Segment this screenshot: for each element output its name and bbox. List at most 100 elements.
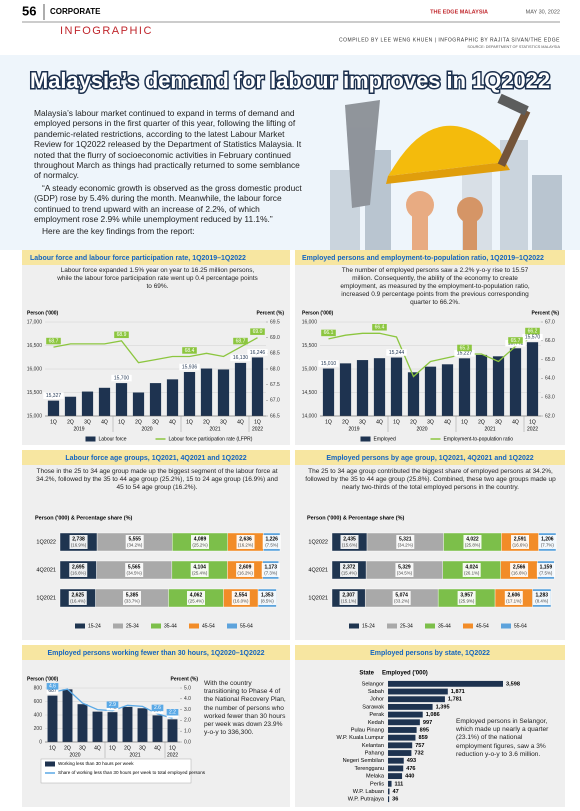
bar [388,765,404,772]
data-label: 68.4 [185,348,195,354]
chart-title: Employed persons by age group, 1Q2021, 4… [326,455,533,462]
column-header: State [359,671,374,677]
label-bg [191,535,210,549]
legend-box [40,758,192,784]
bar [492,356,505,416]
bar [458,358,471,416]
x-group-label: 2022 [167,752,178,758]
category-label: Melaka [366,774,385,780]
data-label: 1,871 [451,689,465,695]
data-label: 68.7 [236,338,246,344]
data-label: 4,104 [193,564,206,570]
label-bg [522,333,543,341]
share-label: (26.1%) [464,571,480,576]
label-bg [525,327,540,335]
data-label: 15,700 [114,375,130,381]
bar [388,680,503,687]
share-label: (16.0%) [233,599,249,604]
data-label: 5,555 [128,536,141,542]
bar [132,392,145,416]
legend-swatch [463,623,473,629]
bar [388,773,403,780]
category-label: Pahang [365,751,384,757]
x-tick-label: 2Q [478,419,485,425]
share-label: (17.1%) [506,599,522,604]
label-bg [46,683,59,690]
x-tick-label: 4Q [101,419,108,425]
y2-tick-label: 5.0 [184,685,191,691]
data-label: 2,738 [72,536,85,542]
data-label: 68.9 [117,332,127,338]
y2-tick-label: 68.5 [270,351,280,357]
data-label: 15,244 [389,350,405,356]
data-label: 1,283 [536,592,549,598]
bar [339,363,352,416]
legend-label: 35-44 [164,623,177,629]
legend-label: Labour force [99,436,127,442]
label-bg [68,591,87,605]
x-tick-label: 1Q [254,419,261,425]
data-label: 1,353 [261,592,274,598]
data-label: 2,695 [72,564,85,570]
y2-tick-label: 2.0 [184,718,191,724]
label-bg [236,535,255,549]
data-label: 2,606 [508,592,521,598]
share-label: (16.2%) [238,543,254,548]
panel-title-band [22,450,290,465]
data-label: 47 [393,789,399,795]
label-bg [230,354,251,362]
x-tick-label: 2Q [342,419,349,425]
category-label: 1Q2021 [308,595,328,601]
data-label: 16,246 [250,350,266,356]
data-label: 2.2 [169,710,176,716]
x-tick-label: 2Q [203,419,210,425]
share-label: (15.4%) [341,571,357,576]
credits: COMPILED BY LEE WENG KHUEN | INFOGRAPHIC… [339,37,560,43]
data-label: 65.3 [460,345,470,351]
data-label: 1,206 [541,536,554,542]
x-tick-label: 3Q [152,419,159,425]
y-tick-label: 15,500 [302,343,318,349]
masthead: THE EDGE MALAYSIA [430,9,488,15]
legend-label: 25-34 [126,623,139,629]
y2-tick-label: 67.0 [270,398,280,404]
y-tick-label: 600 [34,699,43,705]
share-label: (25.4%) [188,599,204,604]
category-label: Sarawak [362,704,384,710]
y2-tick-label: 66.0 [545,338,555,344]
data-label: 997 [423,720,432,726]
legend-label: Working less than 30 hours per week [58,761,134,766]
label-bg [395,563,414,577]
bar [441,364,454,416]
x-tick-label: 3Q [79,745,86,751]
data-label: 2,554 [235,592,248,598]
page-number: 56 [22,3,36,18]
data-label: 1,226 [265,536,278,542]
x-tick-label: 1Q [529,419,536,425]
label-bg [372,324,387,331]
intro-paragraph: “A steady economic growth is observed as… [34,182,302,225]
x-tick-label: 3Q [84,419,91,425]
category-label: W.P. Putrajaya [348,797,385,803]
panel [295,645,565,807]
data-label: 757 [415,743,424,749]
bar [149,383,162,416]
axis-label: Percent (%) [170,676,198,682]
x-tick-label: 4Q [376,419,383,425]
data-label: 2,636 [239,536,252,542]
legend-label: 25-34 [400,623,413,629]
share-label: (7.3%) [264,571,277,576]
data-label: 69.0 [253,329,263,335]
legend-swatch [425,623,435,629]
axis-label: Person ('000) [302,310,334,316]
data-label: 1,086 [426,712,440,718]
y2-tick-label: 64.0 [545,376,555,382]
data-label: 5,565 [128,564,141,570]
data-label: 687 [48,688,57,694]
label-bg [69,535,88,549]
label-bg [114,331,129,339]
x-tick-label: 3Q [220,419,227,425]
x-tick-label: 1Q [325,419,332,425]
data-label: 66.1 [324,330,334,336]
data-label: 16,130 [233,355,249,361]
